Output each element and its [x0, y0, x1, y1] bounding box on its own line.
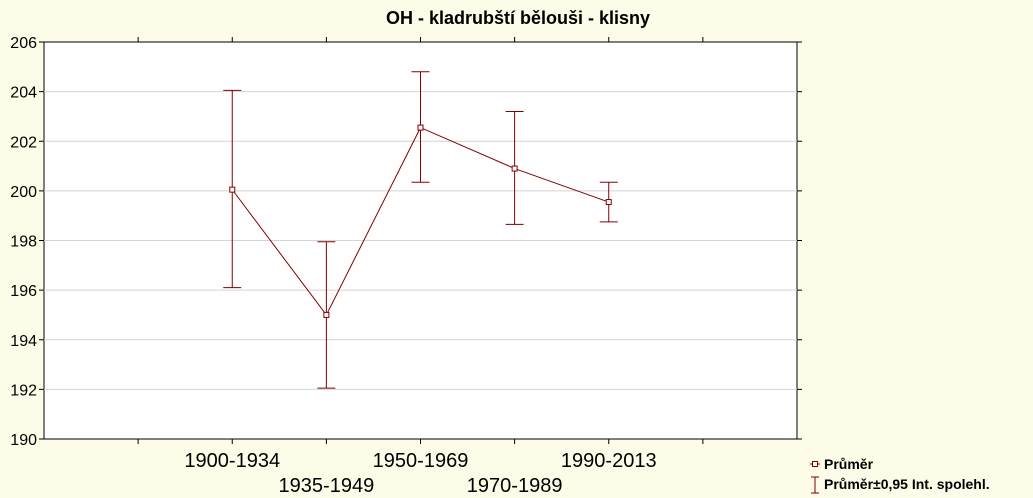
- data-point: [229, 186, 236, 193]
- x-tick-label: 1990-2013: [561, 450, 657, 472]
- chart-title: OH - kladrubští bělouši - klisny: [386, 8, 650, 28]
- y-tick-label: 194: [10, 333, 37, 350]
- legend: Průměr Průměr±0,95 Int. spolehl.: [810, 456, 990, 494]
- y-tick-label: 202: [10, 134, 37, 151]
- legend-label-ci: Průměr±0,95 Int. spolehl.: [824, 476, 990, 492]
- x-tick-label: 1900-1934: [184, 450, 280, 472]
- y-tick-label: 200: [10, 184, 37, 201]
- x-tick-label: 1935-1949: [279, 475, 375, 497]
- y-tick-label: 198: [10, 234, 37, 251]
- y-tick-label: 196: [10, 283, 37, 300]
- x-tick-label: 1970-1989: [467, 475, 563, 497]
- legend-label-mean: Průměr: [824, 456, 874, 472]
- data-point: [417, 124, 424, 131]
- x-tick-label: 1950-1969: [373, 450, 469, 472]
- data-point: [323, 311, 330, 318]
- legend-marker-mean: [812, 461, 818, 467]
- data-point: [511, 165, 518, 172]
- axes: 190 192 194 196 198 200 202 204 206 1900-1934 1935…: [10, 35, 802, 497]
- y-tick-label: 192: [10, 382, 37, 399]
- y-tick-label: 190: [10, 432, 37, 449]
- data-point: [605, 199, 612, 206]
- y-tick-label: 204: [10, 85, 37, 102]
- y-tick-label: 206: [10, 35, 37, 52]
- series-layer: [223, 71, 618, 389]
